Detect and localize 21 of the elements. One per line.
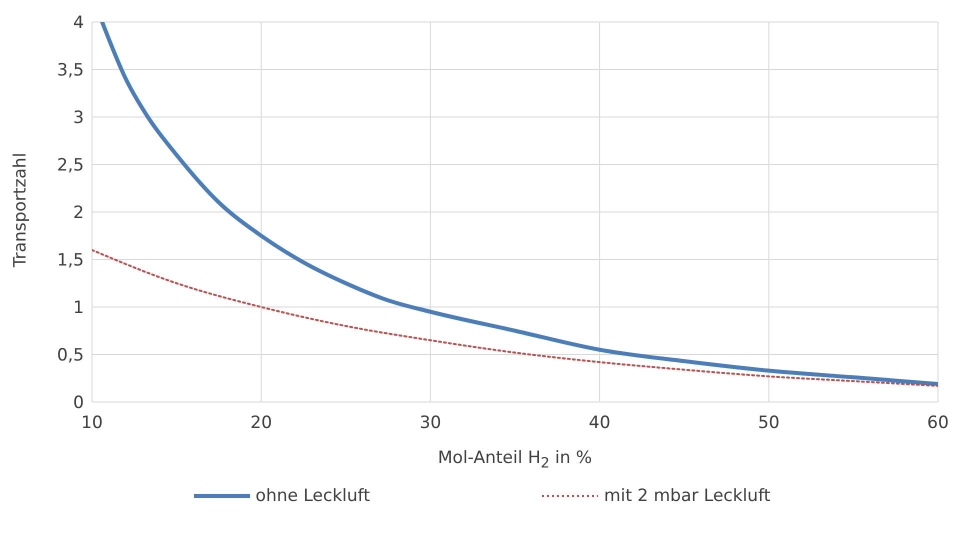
line-series [92,249,938,387]
y-tick-label: 2 [73,203,84,224]
y-tick-label: 2,5 [56,156,84,176]
line-series [100,22,938,386]
x-tick-label: 20 [250,413,272,434]
y-axis-title: Transportzahl [10,152,30,268]
legend-label: ohne Leckluft [256,486,370,506]
y-tick-label: 1 [73,298,84,318]
x-tick-label: 40 [588,413,610,434]
x-tick-label: 10 [81,413,103,434]
legend-label: mit 2 mbar Leckluft [604,486,770,506]
y-tick-label: 1,5 [56,250,84,271]
x-tick-label: 50 [758,413,780,434]
x-tick-label: 30 [420,413,442,434]
y-tick-label: 3 [73,108,84,128]
y-tick-label: 0,5 [56,346,84,366]
y-tick-label: 4 [73,13,84,34]
y-tick-label: 0 [73,393,84,414]
y-tick-label: 3,5 [56,60,84,81]
x-tick-label: 60 [927,413,949,434]
x-axis-title: Mol-Anteil H$_{2}$ in % [436,448,594,472]
